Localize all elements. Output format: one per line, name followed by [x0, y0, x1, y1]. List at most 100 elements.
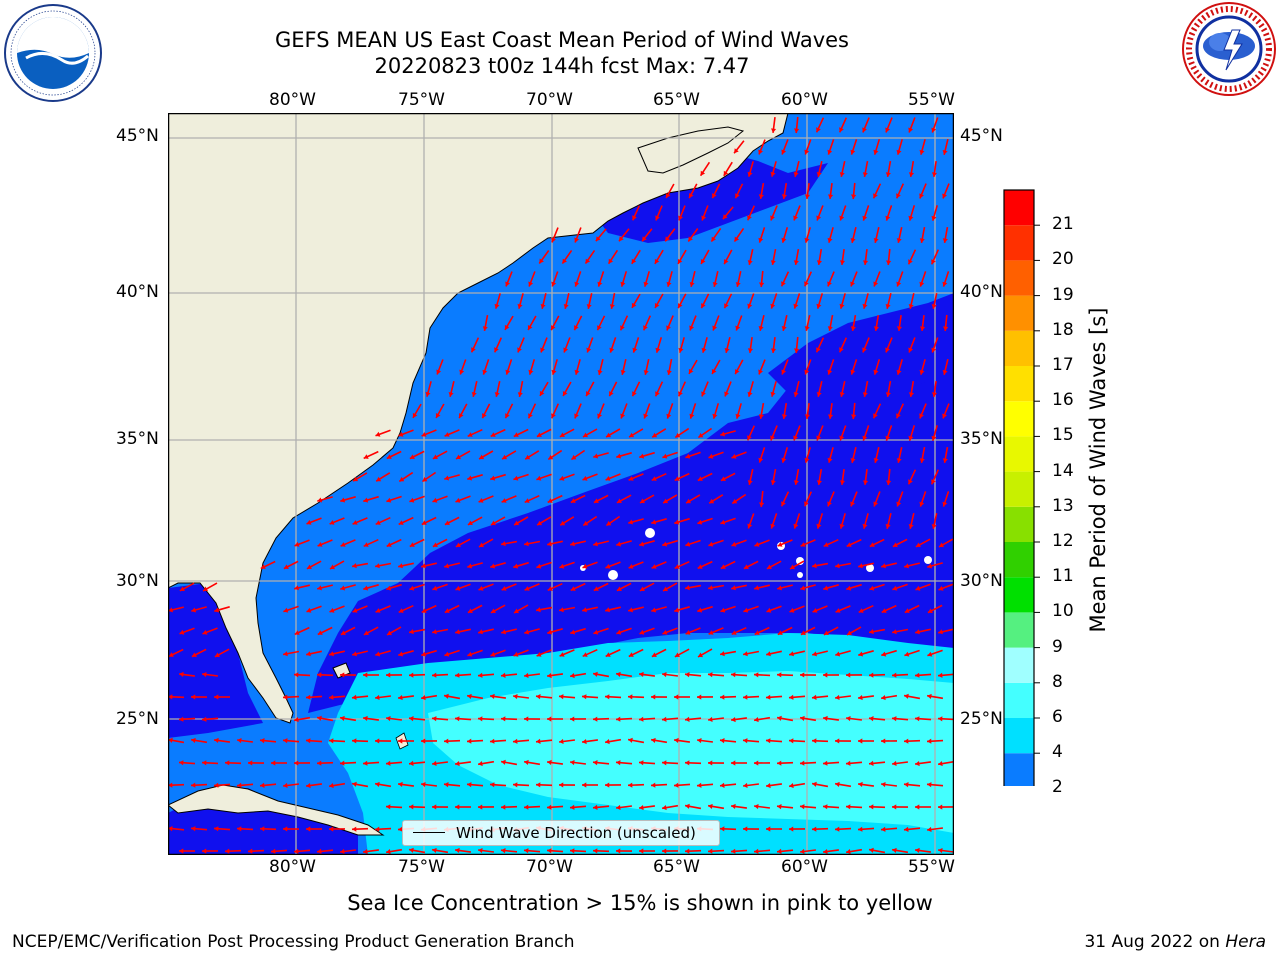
wave-direction-arrowhead: [597, 325, 602, 331]
wave-direction-arrowhead: [823, 630, 829, 635]
wave-direction-arrowhead: [527, 325, 533, 330]
wave-direction-arrowhead: [812, 694, 817, 700]
wave-direction-arrowhead: [804, 281, 809, 287]
wave-direction-arrowhead: [931, 259, 936, 265]
wave-direction-arrowhead: [352, 563, 357, 569]
wave-direction-arrowhead: [892, 847, 897, 853]
wave-direction-arrowhead: [421, 608, 427, 613]
wave-direction-arrowhead: [363, 760, 368, 766]
wave-direction-arrowhead: [885, 127, 890, 133]
wave-direction-arrowhead: [436, 369, 442, 375]
ocean-lt2-gulf: [168, 583, 263, 738]
wave-direction-arrowhead: [514, 608, 519, 614]
wave-direction-arrowhead: [892, 760, 897, 766]
wave-direction-arrowhead: [409, 716, 414, 722]
wave-direction-arrowhead: [191, 826, 196, 832]
ocean-6to8-band: [428, 671, 954, 833]
wave-direction-arrowhead: [597, 281, 603, 287]
wave-direction-arrowhead: [927, 563, 933, 569]
wave-direction-arrowhead: [517, 392, 523, 397]
wave-direction-arrowhead: [593, 804, 598, 810]
wave-direction-arrowhead: [455, 716, 460, 722]
wave-direction-arrowhead: [363, 849, 368, 855]
wave-direction-arrowhead: [514, 520, 520, 526]
wave-direction-arrowhead: [490, 475, 496, 481]
wave-direction-arrowhead: [662, 805, 667, 811]
map-legend: Wind Wave Direction (unscaled): [402, 820, 720, 846]
wave-direction-arrowhead: [823, 715, 828, 721]
wave-direction-arrowhead: [685, 453, 691, 459]
wave-direction-arrowhead: [317, 542, 323, 547]
colorbar-segment: [1004, 295, 1034, 331]
wave-direction-arrowhead: [631, 258, 637, 264]
wave-direction-arrowhead: [570, 760, 575, 766]
wave-direction-arrowhead: [781, 326, 787, 331]
wave-direction-arrowhead: [731, 453, 737, 459]
wave-direction-arrowhead: [896, 193, 901, 199]
wave-direction-arrowhead: [827, 457, 833, 463]
wave-direction-arrowhead: [528, 281, 534, 287]
wave-direction-arrowhead: [409, 454, 415, 459]
wave-direction-arrowhead: [942, 458, 948, 463]
wave-direction-arrowhead: [781, 281, 786, 287]
wave-direction-arrowhead: [896, 149, 902, 155]
wave-direction-arrowhead: [524, 672, 529, 678]
wave-direction-arrowhead: [747, 215, 752, 221]
wave-direction-arrowhead: [539, 258, 544, 264]
wave-direction-arrowhead: [329, 783, 334, 789]
wave-direction-arrowhead: [938, 629, 943, 635]
wave-direction-arrowhead: [777, 630, 783, 635]
wave-direction-arrowhead: [931, 304, 937, 309]
wave-direction-arrowhead: [732, 498, 738, 504]
wave-direction-arrowhead: [885, 524, 891, 529]
wave-direction-arrowhead: [444, 608, 450, 613]
wave-direction-arrowhead: [662, 760, 667, 766]
footer-left: NCEP/EMC/Verification Post Processing Pr…: [12, 932, 575, 952]
wave-direction-arrowhead: [869, 542, 875, 547]
wave-direction-arrowhead: [363, 715, 368, 721]
wave-direction-arrowhead: [665, 193, 671, 198]
wave-direction-arrowhead: [639, 716, 644, 722]
wave-direction-arrowhead: [919, 193, 924, 199]
wave-direction-arrowhead: [363, 585, 369, 591]
wave-direction-arrowhead: [652, 432, 658, 438]
wave-direction-arrowhead: [363, 672, 368, 678]
wave-direction-arrowhead: [708, 716, 713, 722]
wave-direction-arrowhead: [771, 348, 777, 353]
wave-direction-arrowhead: [375, 520, 381, 525]
footer-date: 31 Aug 2022 on: [1084, 932, 1226, 952]
lon-label-bottom-75w: 75°W: [398, 857, 445, 877]
wave-direction-arrowhead: [551, 281, 557, 287]
wave-direction-arrowhead: [421, 432, 427, 437]
colorbar-tick-label: 15: [1052, 425, 1074, 446]
wave-direction-arrowhead: [651, 652, 657, 657]
wave-direction-arrowhead: [863, 480, 869, 485]
wave-direction-arrowhead: [524, 629, 530, 635]
wave-direction-arrowhead: [582, 607, 587, 613]
wave-direction-arrowhead: [816, 172, 822, 177]
wave-direction-arrowhead: [294, 672, 299, 678]
wave-direction-arrowhead: [606, 432, 612, 438]
wave-direction-arrowhead: [777, 542, 783, 547]
wave-direction-arrowhead: [478, 585, 484, 591]
wave-direction-arrowhead: [432, 804, 437, 810]
wave-direction-arrowhead: [685, 716, 690, 722]
wave-direction-arrowhead: [490, 738, 495, 744]
wave-direction-arrowhead: [386, 542, 392, 547]
wave-direction-arrowhead: [375, 826, 380, 832]
wave-direction-arrowhead: [685, 760, 690, 766]
wave-direction-arrowhead: [758, 149, 763, 155]
wave-direction-arrowhead: [781, 149, 787, 155]
wave-direction-arrowhead: [352, 608, 358, 613]
wave-direction-arrowhead: [720, 694, 725, 700]
wave-direction-arrowhead: [823, 585, 829, 591]
wave-direction-arrowhead: [800, 760, 805, 766]
wave-direction-arrowhead: [375, 781, 380, 787]
wave-direction-arrowhead: [432, 585, 438, 591]
colorbar-tick-label: 2: [1052, 777, 1063, 798]
wave-direction-arrowhead: [513, 475, 519, 481]
lat-label-left-45n: 45°N: [116, 126, 159, 146]
wave-direction-arrowhead: [306, 564, 312, 569]
wave-direction-arrowhead: [260, 564, 266, 569]
wave-direction-arrowhead: [766, 783, 771, 789]
